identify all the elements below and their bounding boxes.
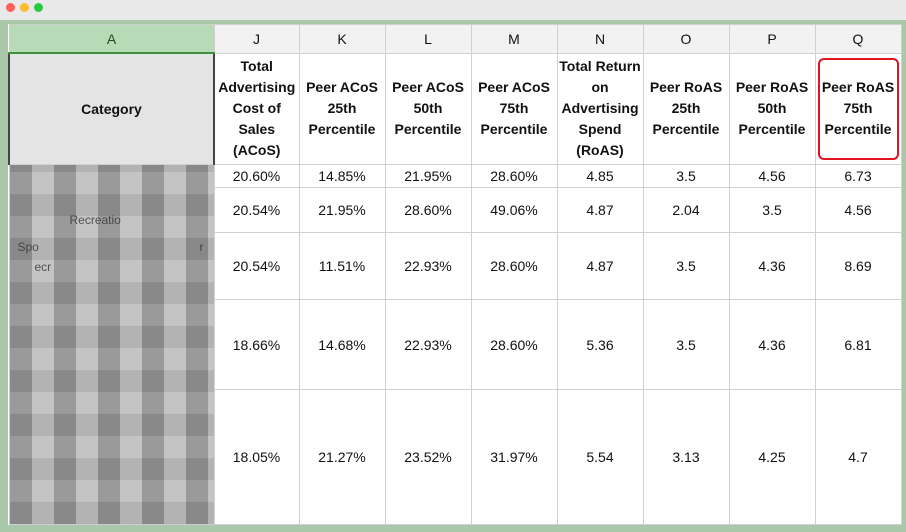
cell-m[interactable]: 28.60% xyxy=(470,299,558,390)
cell-q[interactable]: 8.69 xyxy=(814,232,902,300)
column-header-o[interactable]: O xyxy=(642,24,730,54)
header-row: Category Total Advertising Cost of Sales… xyxy=(8,52,902,165)
obscured-text-fragment: r xyxy=(199,240,204,254)
cell-k[interactable]: 14.85% xyxy=(298,164,386,188)
column-header-n[interactable]: N xyxy=(556,24,644,54)
zoom-window-button[interactable] xyxy=(34,3,43,12)
column-header-a[interactable]: A xyxy=(8,24,215,54)
cell-o[interactable]: 3.5 xyxy=(642,164,730,188)
cell-k[interactable]: 14.68% xyxy=(298,299,386,390)
cell-l[interactable]: 28.60% xyxy=(384,187,472,233)
pixelated-redaction xyxy=(10,165,213,524)
cell-q[interactable]: 4.7 xyxy=(814,389,902,525)
column-header-j[interactable]: J xyxy=(213,24,300,54)
cell-j[interactable]: 18.05% xyxy=(213,389,300,525)
table-row: 18.05% 21.27% 23.52% 31.97% 5.54 3.13 4.… xyxy=(9,389,902,525)
cell-n[interactable]: 4.87 xyxy=(556,187,644,233)
cell-j[interactable]: 18.66% xyxy=(213,299,300,390)
column-header-l[interactable]: L xyxy=(384,24,472,54)
column-header-q[interactable]: Q xyxy=(814,24,902,54)
header-total-acos[interactable]: Total Advertising Cost of Sales (ACoS) xyxy=(213,52,300,165)
column-header-p[interactable]: P xyxy=(728,24,816,54)
minimize-window-button[interactable] xyxy=(20,3,29,12)
cell-m[interactable]: 28.60% xyxy=(470,232,558,300)
header-category[interactable]: Category xyxy=(8,52,215,165)
cell-m[interactable]: 31.97% xyxy=(470,389,558,525)
cell-l[interactable]: 22.93% xyxy=(384,299,472,390)
cell-q[interactable]: 4.56 xyxy=(814,187,902,233)
cell-o[interactable]: 2.04 xyxy=(642,187,730,233)
cell-p[interactable]: 4.36 xyxy=(728,299,816,390)
header-peer-roas-50[interactable]: Peer RoAS 50th Percentile xyxy=(728,52,816,165)
obscured-text-fragment: Recreatio xyxy=(69,213,121,227)
cell-m[interactable]: 28.60% xyxy=(470,164,558,188)
close-window-button[interactable] xyxy=(6,3,15,12)
cell-n[interactable]: 4.85 xyxy=(556,164,644,188)
cell-o[interactable]: 3.5 xyxy=(642,299,730,390)
cell-k[interactable]: 21.27% xyxy=(298,389,386,525)
cell-o[interactable]: 3.5 xyxy=(642,232,730,300)
header-peer-acos-50[interactable]: Peer ACoS 50th Percentile xyxy=(384,52,472,165)
obscured-text-fragment: Spo xyxy=(17,240,39,254)
cell-l[interactable]: 22.93% xyxy=(384,232,472,300)
table-row: 20.54% 11.51% 22.93% 28.60% 4.87 3.5 4.3… xyxy=(9,232,902,300)
cell-k[interactable]: 21.95% xyxy=(298,187,386,233)
spreadsheet-grid: A J K L M N O P Q Category Total Adverti… xyxy=(8,24,902,525)
column-header-k[interactable]: K xyxy=(298,24,386,54)
cell-l[interactable]: 21.95% xyxy=(384,164,472,188)
cell-k[interactable]: 11.51% xyxy=(298,232,386,300)
cell-q[interactable]: 6.81 xyxy=(814,299,902,390)
window-titlebar xyxy=(0,0,906,20)
cell-p[interactable]: 4.36 xyxy=(728,232,816,300)
column-header-m[interactable]: M xyxy=(470,24,558,54)
cell-l[interactable]: 23.52% xyxy=(384,389,472,525)
header-peer-roas-75[interactable]: Peer RoAS 75th Percentile xyxy=(814,52,902,165)
obscured-text-fragment: ecr xyxy=(34,260,52,274)
category-cell-obscured[interactable]: Recreatio Spo r ecr xyxy=(8,164,215,525)
cell-q[interactable]: 6.73 xyxy=(814,164,902,188)
cell-p[interactable]: 4.25 xyxy=(728,389,816,525)
cell-j[interactable]: 20.54% xyxy=(213,187,300,233)
cell-p[interactable]: 3.5 xyxy=(728,187,816,233)
cell-j[interactable]: 20.54% xyxy=(213,232,300,300)
header-peer-roas-25[interactable]: Peer RoAS 25th Percentile xyxy=(642,52,730,165)
cell-j[interactable]: 20.60% xyxy=(213,164,300,188)
cell-m[interactable]: 49.06% xyxy=(470,187,558,233)
table-row: 20.54% 21.95% 28.60% 49.06% 4.87 2.04 3.… xyxy=(9,187,902,233)
cell-p[interactable]: 4.56 xyxy=(728,164,816,188)
cell-n[interactable]: 5.36 xyxy=(556,299,644,390)
spreadsheet-frame: A J K L M N O P Q Category Total Adverti… xyxy=(0,20,906,532)
header-peer-roas-75-label: Peer RoAS 75th Percentile xyxy=(821,79,895,138)
column-header-row: A J K L M N O P Q xyxy=(8,24,902,54)
header-peer-acos-75[interactable]: Peer ACoS 75th Percentile xyxy=(470,52,558,165)
table-row: Recreatio Spo r ecr 20.60% 14.85% 21.95%… xyxy=(8,164,902,525)
cell-o[interactable]: 3.13 xyxy=(642,389,730,525)
cell-n[interactable]: 4.87 xyxy=(556,232,644,300)
header-peer-acos-25[interactable]: Peer ACoS 25th Percentile xyxy=(298,52,386,165)
cell-n[interactable]: 5.54 xyxy=(556,389,644,525)
header-total-roas[interactable]: Total Return on Advertising Spend (RoAS) xyxy=(556,52,644,165)
